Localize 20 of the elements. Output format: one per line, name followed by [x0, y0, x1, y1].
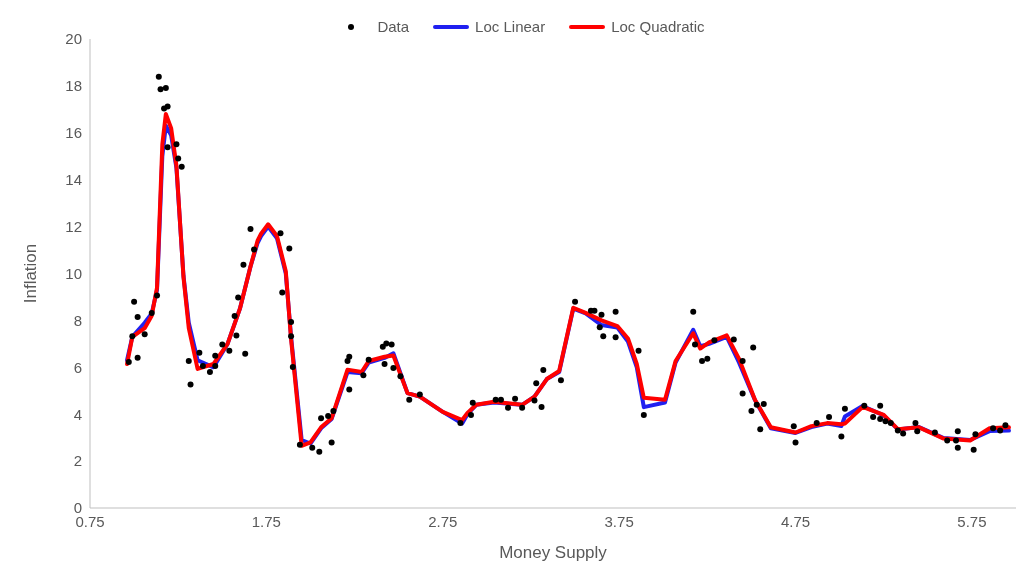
x-tick-label: 2.75: [428, 512, 458, 530]
x-tick-label: 1.75: [251, 512, 281, 530]
y-tick-label: 8: [73, 311, 82, 329]
legend-label: Data: [377, 18, 410, 35]
x-tick-label: 3.75: [604, 512, 634, 530]
y-axis-title: Inflation: [21, 243, 41, 304]
y-tick-label: 10: [65, 264, 82, 282]
x-axis-title: Money Supply: [499, 543, 608, 562]
x-tick-label: 5.75: [957, 512, 987, 530]
legend-label: Loc Quadratic: [611, 18, 705, 35]
y-tick-label: 16: [65, 124, 82, 142]
y-tick-label: 18: [65, 77, 82, 95]
y-tick-label: 12: [65, 217, 82, 235]
y-tick-label: 4: [73, 405, 82, 423]
y-tick-label: 14: [65, 171, 82, 189]
y-tick-label: 20: [65, 30, 82, 48]
y-tick-label: 6: [73, 358, 82, 376]
legend-label: Loc Linear: [475, 18, 546, 35]
y-tick-label: 2: [73, 452, 82, 470]
x-tick-label: 4.75: [780, 512, 811, 530]
